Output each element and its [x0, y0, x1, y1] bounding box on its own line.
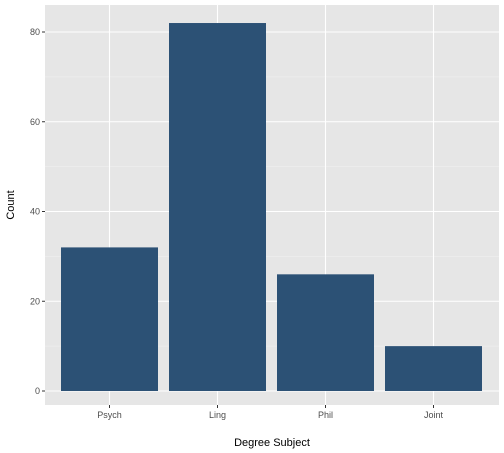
y-tick-label: 0: [35, 386, 40, 396]
bars: [61, 23, 482, 392]
bar-phil: [277, 274, 374, 391]
bar-ling: [169, 23, 266, 392]
y-axis: 0 20 40 60 80: [30, 27, 45, 396]
x-tick-label-ling: Ling: [209, 410, 226, 420]
y-tick-label: 40: [30, 207, 40, 217]
bar-joint: [385, 346, 482, 391]
bar-psych: [61, 247, 158, 391]
x-axis: Psych Ling Phil Joint: [97, 405, 444, 420]
y-tick-label: 80: [30, 27, 40, 37]
x-axis-title: Degree Subject: [234, 437, 310, 449]
x-tick-label-phil: Phil: [318, 410, 333, 420]
y-tick-label: 20: [30, 296, 40, 306]
x-tick-label-psych: Psych: [97, 410, 122, 420]
x-tick-label-joint: Joint: [424, 410, 444, 420]
y-axis-title: Count: [5, 190, 17, 219]
y-tick-label: 60: [30, 117, 40, 127]
